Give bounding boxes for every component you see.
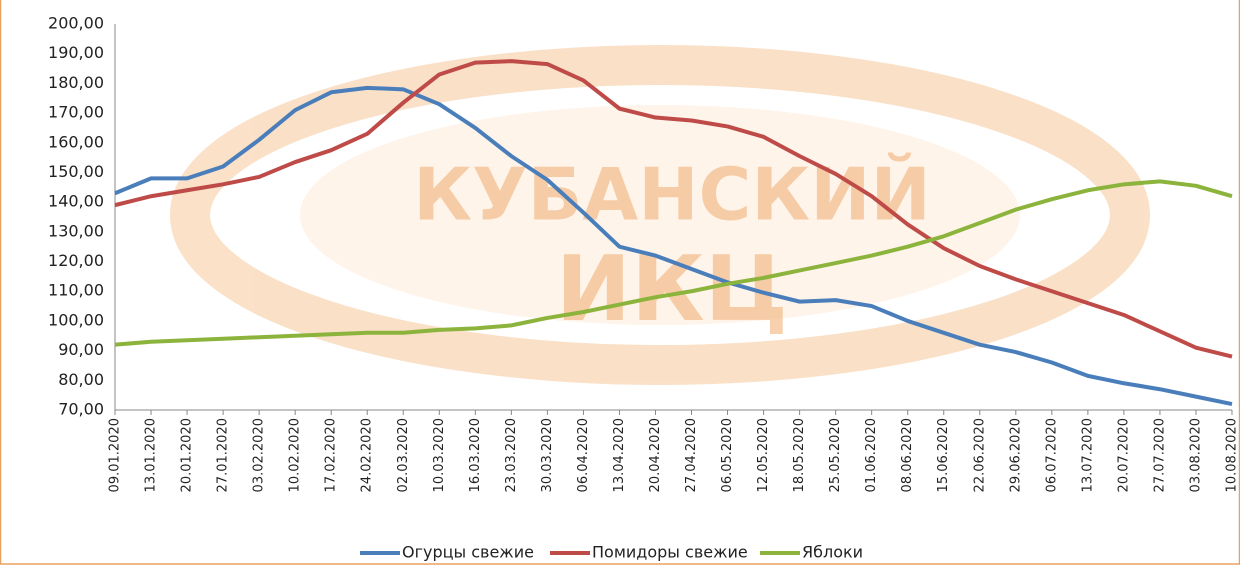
y-tick-label: 130,00	[48, 221, 104, 240]
x-tick-label: 01.06.2020	[864, 418, 879, 492]
y-tick-label: 140,00	[48, 192, 104, 211]
x-tick-label: 29.06.2020	[1008, 418, 1023, 492]
x-tick-label: 16.03.2020	[468, 418, 483, 492]
x-tick-label: 02.03.2020	[396, 418, 411, 492]
y-tick-label: 150,00	[48, 162, 104, 181]
y-tick-label: 70,00	[58, 400, 104, 419]
page: КУБАНСКИЙИКЦ70,0080,0090,00100,00110,001…	[0, 0, 1240, 569]
legend-label: Огурцы свежие	[402, 543, 534, 562]
x-tick-label: 27.04.2020	[684, 418, 699, 492]
x-tick-label: 20.07.2020	[1116, 418, 1131, 492]
x-tick-label: 13.04.2020	[612, 418, 627, 492]
chart: КУБАНСКИЙИКЦ70,0080,0090,00100,00110,001…	[0, 0, 1240, 565]
x-tick-label: 10.03.2020	[432, 418, 447, 492]
x-tick-label: 10.02.2020	[288, 418, 303, 492]
y-tick-label: 120,00	[48, 251, 104, 270]
watermark-text: КУБАНСКИЙ	[413, 153, 930, 237]
legend-label: Яблоки	[802, 543, 863, 562]
x-tick-label: 03.02.2020	[252, 418, 267, 492]
x-tick-label: 23.03.2020	[504, 418, 519, 492]
y-tick-label: 110,00	[48, 281, 104, 300]
y-tick-label: 200,00	[48, 14, 104, 33]
x-tick-label: 10.08.2020	[1225, 418, 1240, 492]
y-tick-label: 160,00	[48, 132, 104, 151]
x-tick-label: 13.01.2020	[144, 418, 159, 492]
x-tick-label: 06.05.2020	[720, 418, 735, 492]
x-tick-label: 27.01.2020	[216, 418, 231, 492]
x-tick-label: 17.02.2020	[324, 418, 339, 492]
y-tick-label: 190,00	[48, 43, 104, 62]
x-tick-label: 24.02.2020	[360, 418, 375, 492]
y-tick-label: 80,00	[58, 370, 104, 389]
x-tick-label: 08.06.2020	[900, 418, 915, 492]
y-tick-label: 180,00	[48, 73, 104, 92]
x-tick-label: 13.07.2020	[1080, 418, 1095, 492]
x-tick-label: 18.05.2020	[792, 418, 807, 492]
x-tick-label: 03.08.2020	[1188, 418, 1203, 492]
x-tick-label: 06.04.2020	[576, 418, 591, 492]
x-tick-label: 22.06.2020	[972, 418, 987, 492]
x-tick-label: 12.05.2020	[756, 418, 771, 492]
x-tick-label: 06.07.2020	[1044, 418, 1059, 492]
x-tick-label: 30.03.2020	[540, 418, 555, 492]
x-tick-label: 20.01.2020	[180, 418, 195, 492]
y-tick-label: 170,00	[48, 103, 104, 122]
y-tick-label: 100,00	[48, 310, 104, 329]
x-tick-label: 15.06.2020	[936, 418, 951, 492]
y-tick-label: 90,00	[58, 340, 104, 359]
x-tick-label: 09.01.2020	[108, 418, 123, 492]
legend-label: Помидоры свежие	[592, 543, 748, 562]
x-tick-label: 25.05.2020	[828, 418, 843, 492]
x-tick-label: 20.04.2020	[648, 418, 663, 492]
x-tick-label: 27.07.2020	[1152, 418, 1167, 492]
